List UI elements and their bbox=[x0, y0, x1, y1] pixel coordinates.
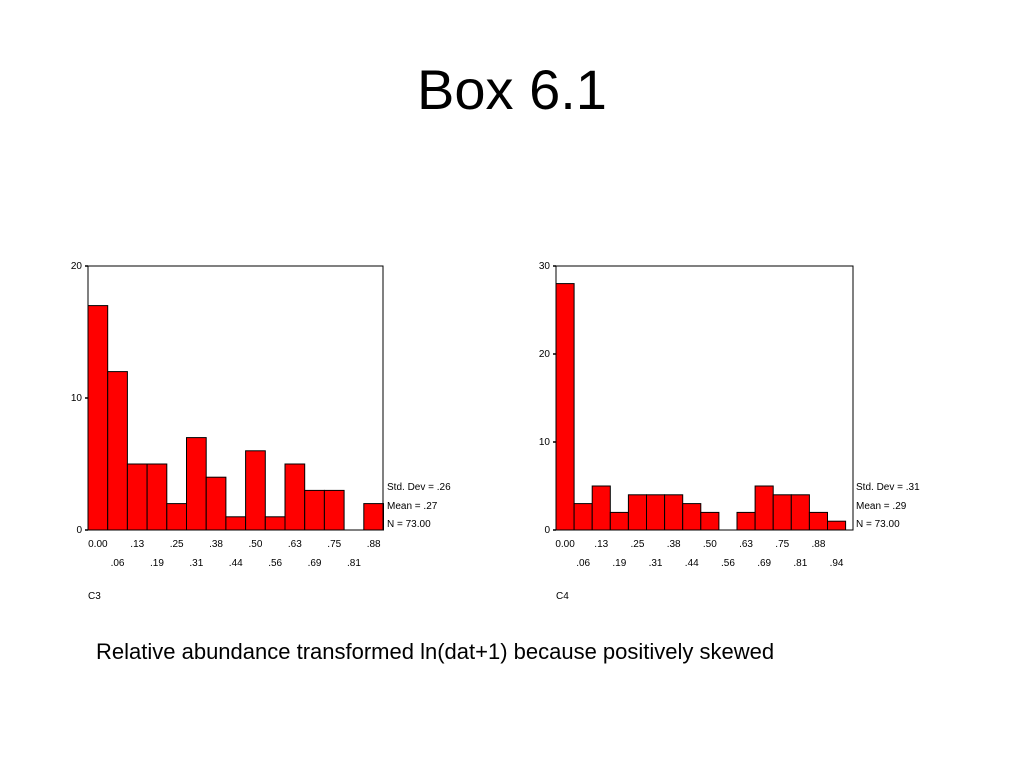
histogram-bar bbox=[573, 503, 593, 531]
x-tick-label: .19 bbox=[150, 558, 164, 569]
stats-label: Mean = .29 bbox=[856, 501, 907, 512]
y-tick-label: 10 bbox=[539, 437, 551, 448]
y-tick-label: 30 bbox=[539, 261, 551, 272]
y-tick-label: 10 bbox=[71, 393, 83, 404]
histogram-bar bbox=[682, 503, 702, 531]
y-tick-label: 20 bbox=[71, 261, 83, 272]
plot-frame bbox=[555, 265, 854, 531]
y-tick-label: 0 bbox=[76, 525, 82, 536]
x-tick-label: .44 bbox=[229, 558, 243, 569]
x-tick-label: .56 bbox=[721, 558, 735, 569]
x-tick-label: .75 bbox=[775, 539, 789, 550]
x-tick-label: .13 bbox=[130, 539, 144, 550]
stats-label: Std. Dev = .31 bbox=[856, 482, 920, 493]
stats-label: N = 73.00 bbox=[856, 519, 900, 530]
x-tick-label: .88 bbox=[367, 539, 381, 550]
histogram-bar bbox=[555, 283, 575, 531]
histogram-bar bbox=[808, 511, 829, 531]
y-tick-label: 0 bbox=[544, 525, 550, 536]
histogram-bar bbox=[591, 485, 611, 531]
x-tick-label: .06 bbox=[576, 558, 590, 569]
x-tick-label: .44 bbox=[685, 558, 699, 569]
x-tick-label: .13 bbox=[594, 539, 608, 550]
stats-label: N = 73.00 bbox=[387, 519, 431, 530]
histogram-bar bbox=[754, 485, 774, 531]
x-tick-label: .31 bbox=[189, 558, 203, 569]
x-tick-label: .19 bbox=[612, 558, 626, 569]
stats-label: Std. Dev = .26 bbox=[387, 482, 451, 493]
x-tick-label: .81 bbox=[347, 558, 361, 569]
x-tick-label: .50 bbox=[703, 539, 717, 550]
histogram-bar bbox=[700, 511, 720, 531]
y-tick-label: 20 bbox=[539, 349, 551, 360]
histogram-bar bbox=[627, 494, 648, 531]
slide-title: Box 6.1 bbox=[417, 58, 607, 121]
histogram-bar bbox=[790, 494, 810, 531]
x-tick-label: 0.00 bbox=[555, 539, 575, 550]
x-tick-label: .69 bbox=[757, 558, 771, 569]
x-tick-label: .38 bbox=[209, 539, 223, 550]
histogram-bar bbox=[664, 494, 684, 531]
variable-label: C3 bbox=[88, 591, 101, 602]
x-tick-label: .25 bbox=[170, 539, 184, 550]
x-tick-label: .38 bbox=[667, 539, 681, 550]
histogram-bar bbox=[827, 520, 847, 531]
x-tick-label: .56 bbox=[268, 558, 282, 569]
x-tick-label: .63 bbox=[739, 539, 753, 550]
variable-label: C4 bbox=[556, 591, 569, 602]
x-tick-label: .06 bbox=[111, 558, 125, 569]
x-tick-label: 0.00 bbox=[88, 539, 108, 550]
x-tick-label: .94 bbox=[830, 558, 844, 569]
x-tick-label: .50 bbox=[248, 539, 262, 550]
x-tick-label: .31 bbox=[649, 558, 663, 569]
x-tick-label: .69 bbox=[308, 558, 322, 569]
x-tick-label: .81 bbox=[793, 558, 807, 569]
x-tick-label: .63 bbox=[288, 539, 302, 550]
x-tick-label: .75 bbox=[327, 539, 341, 550]
stats-label: Mean = .27 bbox=[387, 501, 438, 512]
histogram-bar bbox=[736, 511, 756, 531]
x-tick-label: .88 bbox=[811, 539, 825, 550]
histogram-bar bbox=[609, 511, 629, 531]
slide-caption: Relative abundance transformed ln(dat+1)… bbox=[96, 639, 775, 664]
histogram-bar bbox=[646, 494, 666, 531]
histogram-bar bbox=[772, 494, 792, 531]
x-tick-label: .25 bbox=[630, 539, 644, 550]
